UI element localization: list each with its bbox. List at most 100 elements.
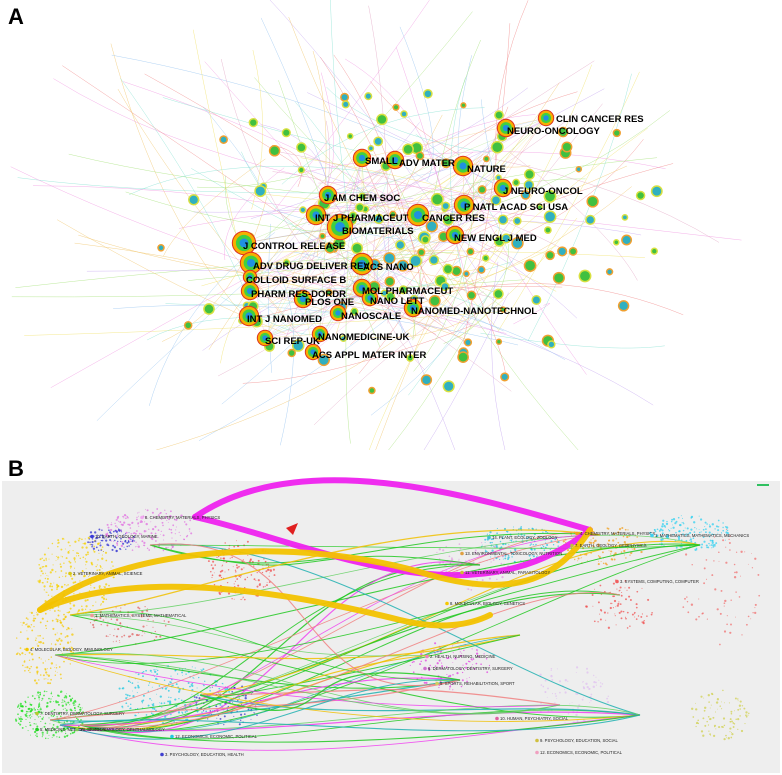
network-edge [362,158,472,327]
network-edge [288,16,441,323]
minor-journal-node [561,141,573,153]
network-edge [337,159,396,314]
minor-journal-node [346,132,354,140]
publication-dot-clusters [14,508,761,741]
journal-node[interactable] [445,225,465,245]
network-edge [412,117,547,309]
minor-journal-node [368,280,381,293]
network-edge [272,144,302,187]
network-edge [446,283,684,316]
minor-journal-node [415,151,425,161]
network-edge [249,263,363,292]
journal-node[interactable] [352,148,372,168]
journal-node[interactable] [453,194,475,216]
minor-journal-node [543,189,557,203]
minor-journal-node [520,190,531,200]
network-edge [53,78,304,177]
journal-node[interactable] [361,289,379,307]
discipline-label: 2. VETERINARY, ANIMAL, SCIENCE [73,571,143,576]
journal-node[interactable] [239,251,263,275]
network-edge [368,229,498,450]
journal-node[interactable] [318,185,338,205]
network-edge [165,261,513,306]
thin-citation-arc [59,532,601,730]
journal-node[interactable] [240,281,260,301]
minor-journal-node [341,100,350,109]
minor-journal-node [497,214,509,225]
minor-journal-node [477,185,487,195]
network-edge [273,0,430,212]
minor-journal-node [376,113,388,126]
main-citation-path [192,477,593,533]
journal-label: NANO LETT [370,296,425,307]
network-edge [453,64,592,332]
journal-node[interactable] [242,269,258,285]
network-edge [497,71,640,332]
journal-node[interactable] [305,204,327,226]
minor-journal-node [248,117,258,128]
minor-journal-node [423,89,433,99]
discipline-marker: 7. EARTH, GEOLOGY, GEOPHYSICS [570,543,647,548]
discipline-label: 13. ENVIRONMENTAL, TOXICOLOGY, NUTRITION [465,551,562,556]
thin-citation-arc [49,534,601,721]
minor-journal-node [296,142,307,153]
journal-node[interactable] [304,343,322,361]
journal-node[interactable] [256,329,274,347]
thin-citation-arc [59,679,461,740]
discipline-marker: 5. SPORTS, REHABILITATION, SPORT [435,681,515,686]
minor-journal-node [428,294,441,307]
minor-journal-node [348,211,358,220]
minor-journal-node [460,102,467,109]
discipline-marker: 1. MATHEMATICS, MATHEMATICS, MECHANICS [650,533,749,538]
network-edge [337,234,456,314]
journal-node[interactable] [537,109,555,127]
thin-citation-arc [69,614,641,718]
journal-node[interactable] [293,289,313,309]
thin-citation-arc [149,543,641,716]
minor-journal-node [621,214,629,221]
minor-journal-node [188,194,200,206]
network-edge [260,17,334,201]
dot-cluster [691,689,750,741]
thin-citation-arc [149,543,461,687]
journal-node[interactable] [452,155,474,177]
minor-journal-node [650,247,658,255]
journal-node[interactable] [385,150,405,170]
network-edge [302,263,363,300]
network-edge [361,234,456,289]
minor-journal-node [281,128,291,138]
thin-citation-arc [69,611,461,681]
network-edge [268,223,273,373]
network-edge [161,195,268,342]
dot-cluster [682,528,761,646]
journal-node[interactable] [329,304,347,322]
discipline-marker: 6. DERMATOLOGY, DENTISTRY, SURGERY [423,666,513,671]
minor-journal-node [373,213,384,225]
discipline-marker: 7. DENTISTRY, DERMATOLOGY, SURGERY [35,711,125,716]
network-edge [315,187,504,216]
discipline-label: 6. DERMATOLOGY, DENTISTRY, SURGERY [428,666,513,671]
network-edge [302,298,414,309]
minor-journal-node [351,242,363,255]
network-edge [327,165,464,196]
network-edges [10,0,742,450]
thin-citation-arc [149,544,481,566]
network-edge [264,297,371,339]
network-edge [196,173,309,189]
discipline-label: 3. SYSTEMS, COMPUTING, COMPUTER [620,579,699,584]
journal-node[interactable] [403,298,423,318]
journal-node[interactable] [406,203,430,227]
minor-journal-node [466,290,477,301]
journal-node[interactable] [311,325,329,343]
journal-node[interactable] [350,252,374,276]
network-edge [68,153,325,195]
journal-node[interactable] [326,213,354,241]
journal-node[interactable] [496,118,516,138]
network-edge [301,255,512,392]
journal-node[interactable] [493,178,513,198]
network-edge [413,170,474,372]
discipline-label: 11. VETERINARY, ANIMAL, PARASITOLOGY [465,570,550,575]
journal-node[interactable] [231,230,257,256]
journal-node[interactable] [238,305,260,327]
dual-map-corner-marker [757,484,769,486]
